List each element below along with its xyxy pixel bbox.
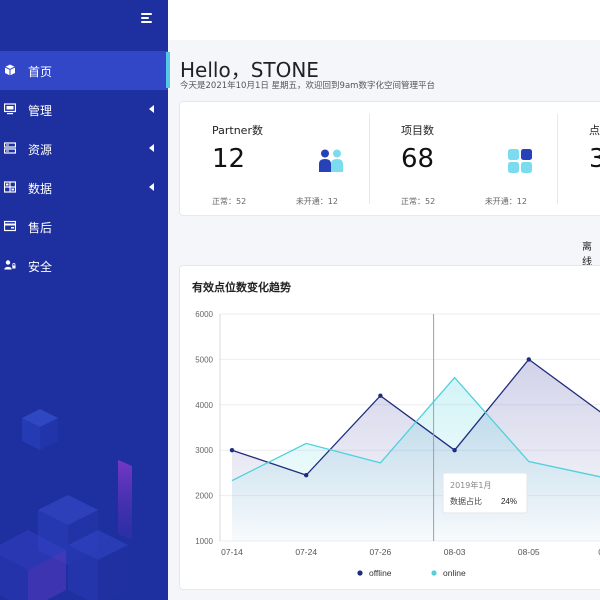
chart-title: 有效点位数变化趋势 — [192, 281, 291, 294]
active-indicator — [166, 52, 170, 88]
stat-value: 3 — [589, 144, 600, 174]
legend-dot-online — [431, 570, 437, 576]
x-tick-label: 07-14 — [221, 547, 243, 557]
sidebar-item-label: 资源 — [28, 143, 53, 157]
stat-value: 68 — [401, 144, 435, 174]
sidebar-item-resources[interactable]: 资源 — [0, 129, 168, 168]
filter-offline-tab[interactable]: 离线 — [582, 242, 592, 268]
x-tick-label: 07-24 — [295, 547, 317, 557]
wallet-icon — [4, 220, 16, 232]
cube-icon — [4, 64, 16, 76]
sidebar-item-after-sales[interactable]: 售后 — [0, 207, 168, 246]
trend-chart: 1000 2000 3000 4000 5000 6000 07-14 07-24 07-26 0… — [195, 310, 600, 578]
welcome-subtitle: 今天是2021年10月1日 星期五，欢迎回到9am数字化空间管理平台 — [180, 81, 435, 91]
tooltip-title: 2019年1月 — [450, 480, 491, 490]
tooltip-box — [442, 472, 528, 514]
tooltip-label: 数据占比 — [450, 496, 482, 506]
sidebar-item-home[interactable]: 首页 — [0, 51, 168, 90]
y-tick-label: 3000 — [195, 446, 213, 455]
sidebar-item-security[interactable]: 安全 — [0, 246, 168, 285]
stat-partner[interactable]: Partner数 12 正常：52 未开通：12 — [180, 102, 368, 215]
stat-title: 点 — [589, 124, 600, 137]
stat-closed: 未开通：12 — [484, 197, 527, 206]
data-point — [452, 448, 457, 453]
sidebar-item-label: 售后 — [28, 221, 53, 235]
apps-icon — [508, 149, 532, 173]
chevron-left-icon — [149, 183, 154, 191]
sidebar-item-label: 首页 — [28, 65, 53, 79]
y-tick-label: 5000 — [195, 355, 213, 364]
y-tick-label: 1000 — [195, 537, 213, 546]
monitor-icon — [4, 103, 16, 115]
divider — [369, 114, 370, 204]
menu-toggle-icon[interactable] — [141, 13, 153, 25]
stat-points[interactable]: 点 3 — [557, 102, 600, 215]
x-tick-label: 08-05 — [518, 547, 540, 557]
stat-title: 项目数 — [401, 124, 434, 137]
y-tick-label: 4000 — [195, 401, 213, 410]
stat-value: 12 — [212, 144, 246, 174]
tooltip-value: 24% — [501, 497, 517, 506]
x-tick-label: 08 — [598, 547, 600, 557]
legend-dot-offline — [357, 570, 363, 576]
users-icon — [319, 149, 343, 172]
y-tick-label: 6000 — [195, 310, 213, 319]
sidebar: 首页 管理 资源 数据 售后 安全 — [0, 0, 168, 600]
stat-projects[interactable]: 项目数 68 正常：52 未开通：12 — [369, 102, 557, 215]
data-point — [378, 393, 383, 398]
chevron-left-icon — [149, 105, 154, 113]
data-point — [526, 357, 531, 362]
page-title: Hello，STONE — [180, 58, 319, 82]
data-point — [229, 448, 235, 453]
sidebar-item-manage[interactable]: 管理 — [0, 90, 168, 129]
stat-title: Partner数 — [212, 124, 263, 137]
server-icon — [4, 142, 16, 154]
series-online-line — [231, 376, 600, 482]
series-offline-line — [231, 358, 600, 476]
legend-label-offline: offline — [369, 568, 392, 578]
chevron-left-icon — [149, 144, 154, 152]
divider — [557, 114, 558, 204]
grid-icon — [4, 181, 16, 193]
stat-normal: 正常：52 — [212, 197, 247, 206]
sidebar-item-label: 管理 — [28, 104, 53, 118]
sidebar-item-label: 数据 — [28, 182, 53, 196]
trend-chart-card: 有效点位数变化趋势 1000 2000 3000 4000 5000 6000 07-14 0… — [179, 265, 600, 590]
x-tick-label: 07-26 — [370, 547, 392, 557]
x-tick-label: 08-03 — [444, 547, 466, 557]
user-lock-icon — [4, 260, 16, 270]
stat-closed: 未开通：12 — [295, 197, 338, 206]
top-bar — [168, 0, 600, 40]
stat-normal: 正常：52 — [401, 197, 436, 206]
y-tick-label: 2000 — [195, 492, 213, 501]
stats-card: Partner数 12 正常：52 未开通：12 项目数 68 正常：52 未开… — [179, 101, 600, 216]
legend-label-online: online — [443, 568, 466, 578]
sidebar-item-label: 安全 — [28, 260, 53, 274]
data-point — [304, 472, 309, 478]
isometric-cubes-illustration — [0, 409, 132, 600]
sidebar-item-data[interactable]: 数据 — [0, 168, 168, 207]
